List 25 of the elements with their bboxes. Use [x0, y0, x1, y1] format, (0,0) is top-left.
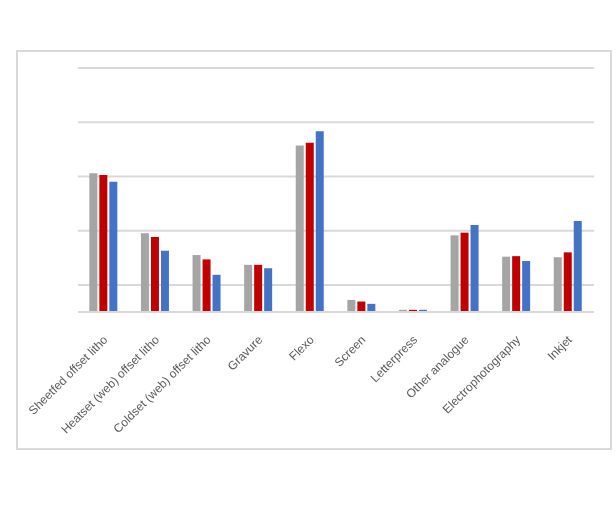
bar — [347, 299, 356, 312]
bar — [573, 221, 582, 312]
bar — [192, 255, 201, 312]
bar — [522, 261, 531, 312]
bar — [450, 235, 459, 312]
bar — [563, 252, 572, 312]
bar — [109, 181, 118, 312]
bar — [295, 145, 304, 312]
bar — [512, 256, 521, 312]
bar — [212, 274, 221, 312]
bar — [150, 236, 159, 312]
bar — [502, 256, 511, 312]
bar — [244, 264, 253, 312]
bar — [460, 232, 469, 312]
bar — [202, 259, 211, 312]
bar — [160, 250, 169, 312]
bar — [305, 142, 314, 312]
bar — [89, 173, 98, 312]
bar — [470, 224, 479, 312]
bar — [140, 233, 149, 312]
bar — [315, 131, 324, 312]
bar — [99, 175, 108, 312]
bar — [254, 264, 263, 312]
bar — [264, 268, 273, 312]
bar — [553, 257, 562, 312]
